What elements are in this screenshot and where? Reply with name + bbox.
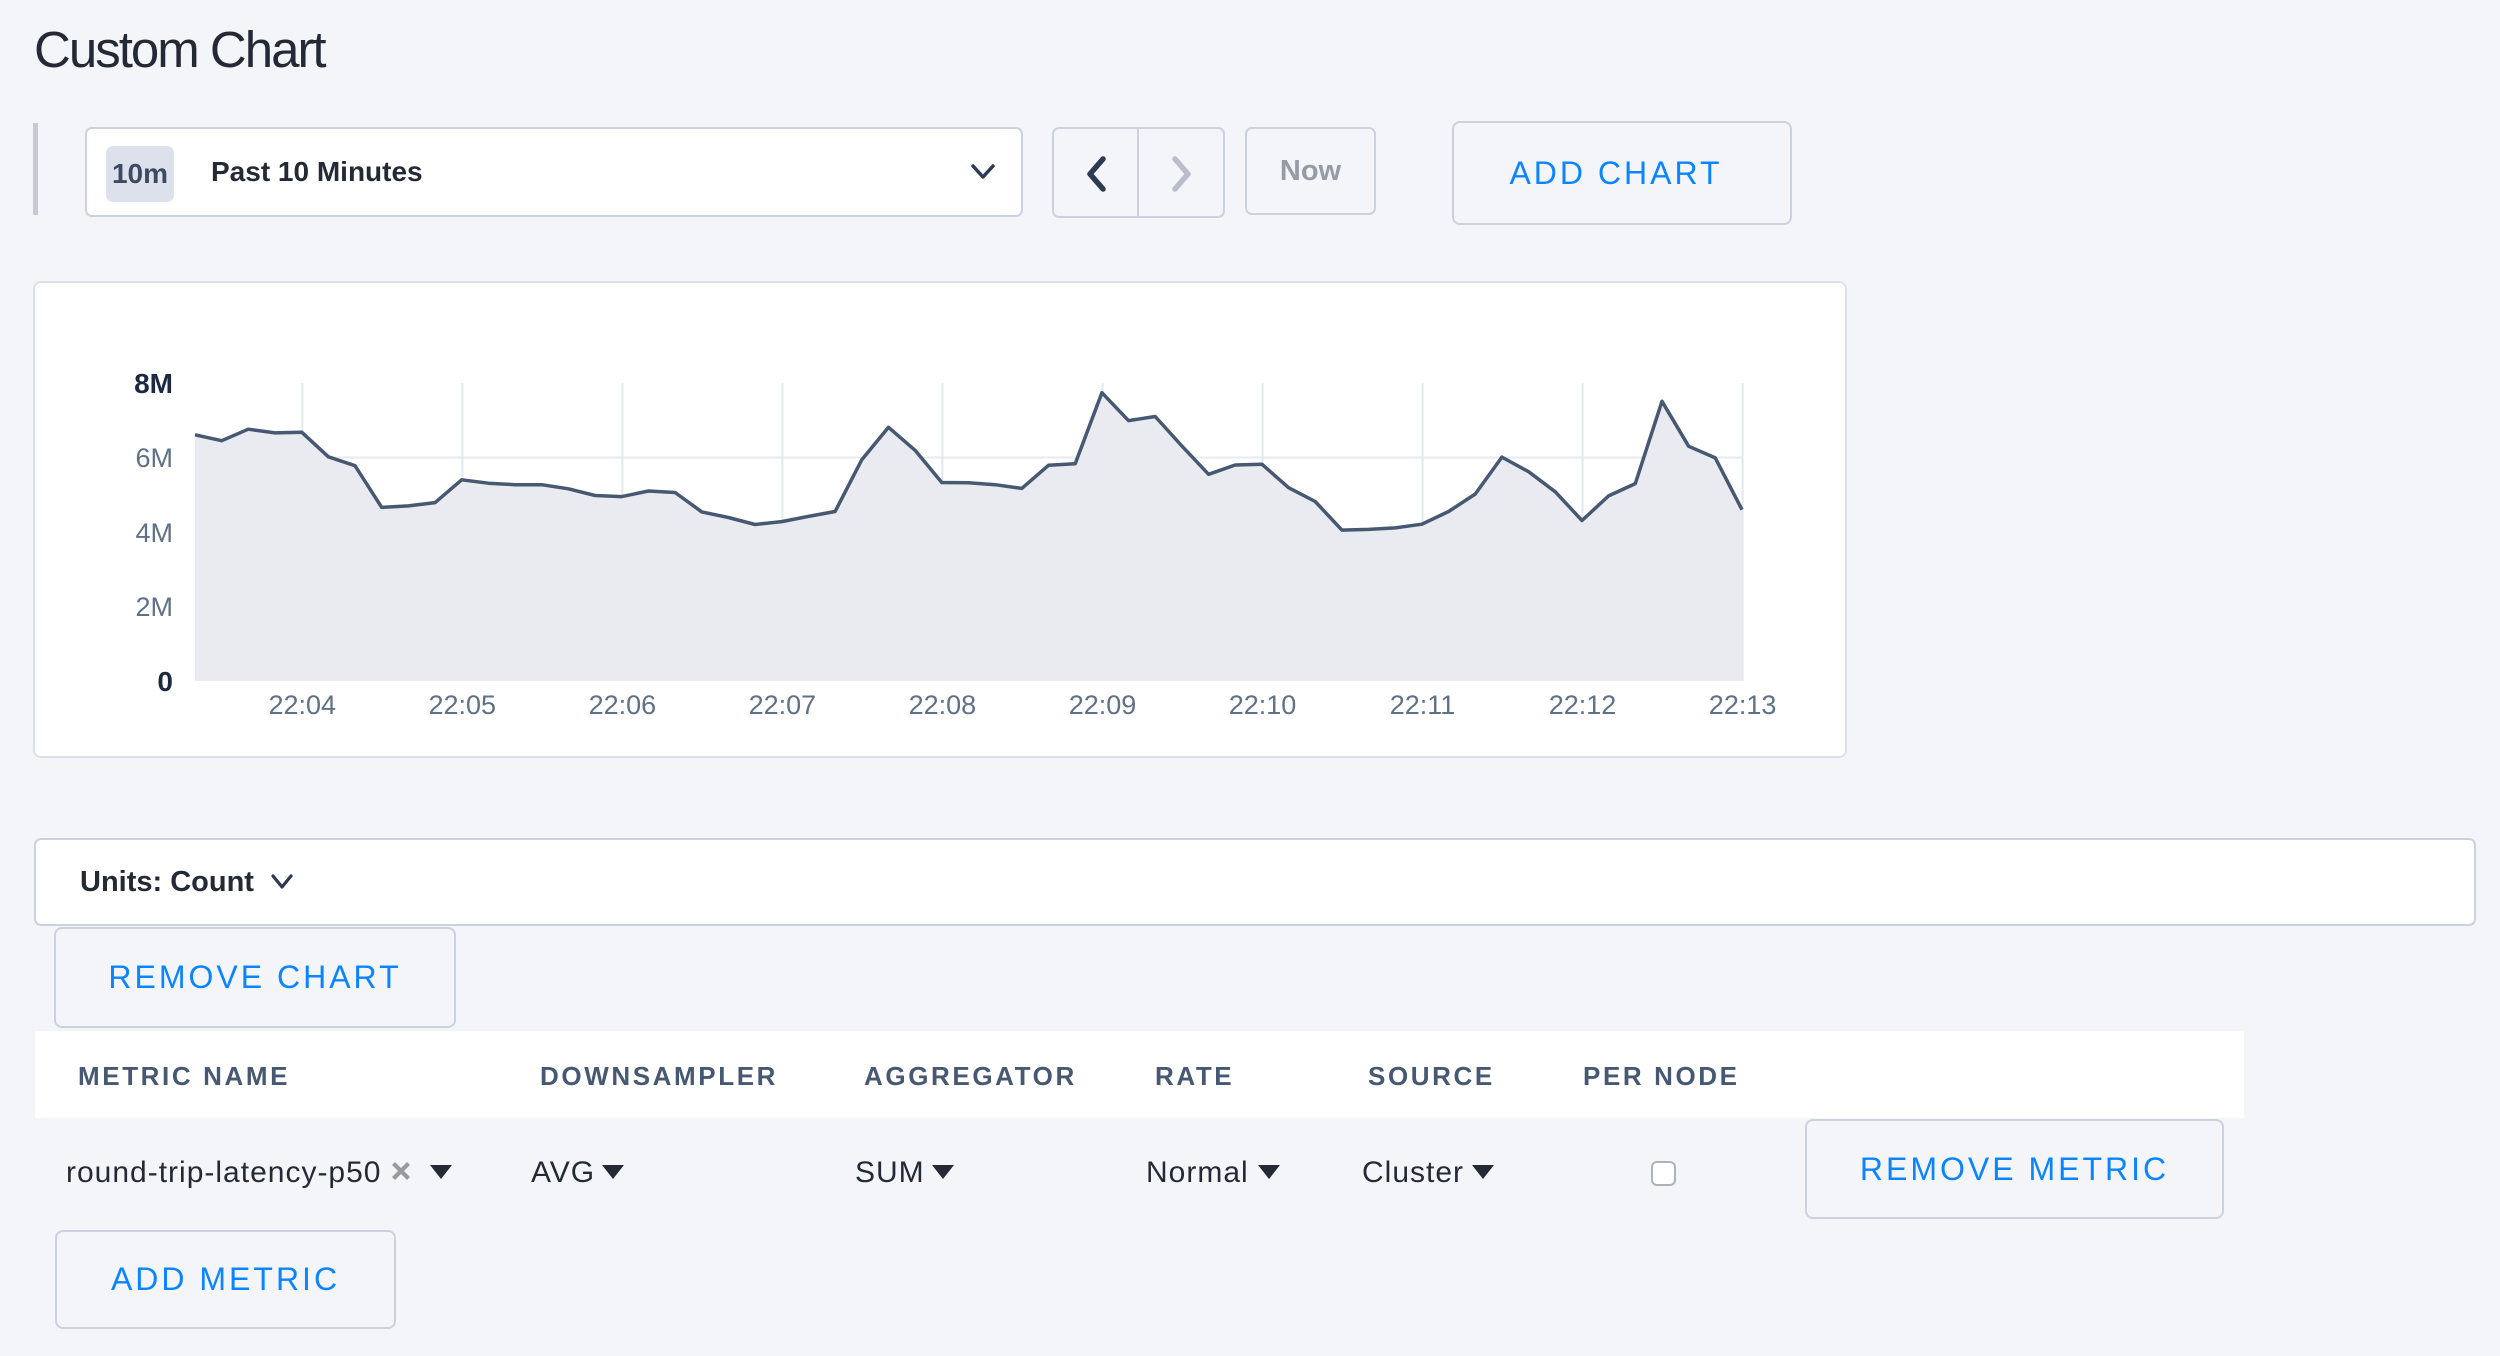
svg-text:6M: 6M <box>135 443 173 473</box>
svg-text:22:10: 22:10 <box>1229 690 1297 720</box>
svg-text:22:05: 22:05 <box>429 690 497 720</box>
svg-text:22:12: 22:12 <box>1549 690 1617 720</box>
svg-text:4M: 4M <box>135 518 173 548</box>
svg-text:22:07: 22:07 <box>749 690 817 720</box>
svg-text:22:08: 22:08 <box>909 690 977 720</box>
svg-text:8M: 8M <box>134 368 173 399</box>
svg-text:22:06: 22:06 <box>589 690 657 720</box>
svg-text:0: 0 <box>157 666 173 697</box>
svg-text:22:04: 22:04 <box>269 690 337 720</box>
svg-text:22:11: 22:11 <box>1390 690 1456 720</box>
svg-text:22:09: 22:09 <box>1069 690 1137 720</box>
svg-text:2M: 2M <box>135 592 173 622</box>
svg-text:22:13: 22:13 <box>1709 690 1777 720</box>
